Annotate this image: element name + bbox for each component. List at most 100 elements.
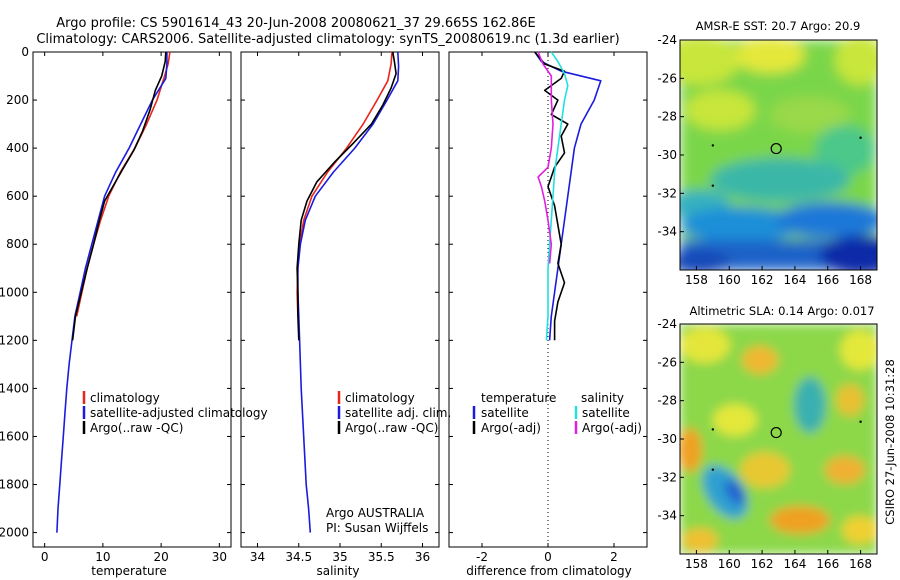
figure-title-line1: Argo profile: CS 5901614_43 20-Jun-2008 … [56,16,536,31]
x-tick-label: 34.5 [285,550,312,564]
argo-position-marker [770,142,782,155]
series-line-salinity-satellite [545,51,569,341]
map-y-tick-label: -26 [657,355,677,369]
map-x-tick-label: 162 [751,557,774,571]
sla-map-title: Altimetric SLA: 0.14 Argo: 0.017 [689,304,874,318]
map-x-tick-label: 166 [816,557,839,571]
salinity-chart: 34 34.5 35 35.5 36 [241,51,439,564]
map-y-tick-label: -32 [657,186,677,200]
y-tick-label: 1800 [0,478,29,492]
pi-label: PI: Susan Wijffels [326,521,428,535]
map-x-tick-label: 160 [718,273,741,287]
figure-title-line2: Climatology: CARS2006. Satellite-adjuste… [36,32,619,47]
salinity-xlabel: salinity [316,564,359,578]
argo-position-marker [770,426,782,439]
sla-map-axes: 158 160 162 164 166 168 -24 -26 -28 -30 -32 -34 [657,317,872,571]
map-x-tick-label: 162 [751,273,774,287]
sla-heatmap [680,324,877,554]
map-y-tick-label: -30 [657,148,677,162]
salinity-legend: climatology satellite adj. clim. Argo(..… [337,391,451,435]
map-y-tick-label: -26 [657,71,677,85]
legend-label-sal-satellite: satellite [582,406,630,420]
float-dot [711,428,715,431]
x-tick-label: 36 [415,550,430,564]
x-tick-label: 35 [332,550,347,564]
x-tick-label: 34 [250,550,265,564]
map-y-tick-label: -28 [657,394,677,408]
sst-heatmap [680,40,877,270]
legend-header-salinity: salinity [581,391,624,405]
series-line-climatology [75,51,171,317]
x-tick-label: 0 [41,550,49,564]
y-tick-label: 600 [6,189,29,203]
map-y-tick-label: -30 [657,432,677,446]
y-tick-label: 1400 [0,381,29,395]
credit-label: CSIRO 27-Jun-2008 10:31:28 [883,359,897,525]
map-y-tick-label: -32 [657,470,677,484]
difference-xlabel: difference from climatology [466,564,632,578]
float-dot [711,468,715,471]
legend-label-argo: Argo(..raw -QC) [345,421,438,435]
temperature-xlabel: temperature [91,564,166,578]
y-tick-label: 200 [6,93,29,107]
x-tick-label: 2 [610,550,618,564]
map-x-tick-label: 166 [816,273,839,287]
float-dot [859,136,862,139]
legend-label-satellite-adj: satellite adj. clim. [345,406,451,420]
legend-label-climatology: climatology [90,391,160,405]
y-tick-label: 800 [6,237,29,251]
y-tick-label: 1200 [0,333,29,347]
y-tick-label: 2000 [0,526,29,540]
legend-header-temperature: temperature [481,391,556,405]
map-y-tick-label: -24 [657,317,677,331]
salinity-plot-frame [240,51,440,548]
series-line-salinity-argo-adj- [537,51,554,264]
map-x-tick-label: 158 [685,273,708,287]
x-tick-label: 10 [95,550,110,564]
series-line-satellite-adjusted-climatology [56,52,168,533]
y-tick-label: 0 [21,45,29,59]
legend-label-satellite-adjusted: satellite-adjusted climatology [90,406,268,420]
map-x-tick-label: 164 [783,557,806,571]
map-y-tick-label: -24 [657,33,677,47]
x-tick-label: -2 [476,550,488,564]
x-tick-label: 20 [153,550,168,564]
legend-label-argo: Argo(..raw -QC) [90,421,183,435]
temperature-chart: 0 10 20 30 0 200 400 600 800 1000 1200 1400 1600 1800… [0,45,231,564]
difference-chart: -2 0 2 [449,51,647,564]
series-line-argo-raw-qc- [296,51,397,341]
sst-map-axes: 158 160 162 164 166 168 -24 -26 -28 -30 -32 -34 [657,33,872,287]
map-x-tick-label: 158 [685,557,708,571]
map-y-tick-label: -28 [657,110,677,124]
x-tick-label: 0 [544,550,552,564]
y-tick-label: 1000 [0,285,29,299]
legend-label-sal-argo: Argo(-adj) [582,421,642,435]
difference-legend: temperature satellite Argo(-adj) salinit… [472,391,642,435]
map-y-tick-label: -34 [657,225,677,239]
legend-label-climatology: climatology [345,391,415,405]
x-tick-label: 35.5 [368,550,395,564]
float-dot [711,144,715,147]
y-tick-label: 1600 [0,429,29,443]
legend-label-temp-argo: Argo(-adj) [481,421,541,435]
series-line-temperature-argo-adj- [534,51,569,341]
map-x-tick-label: 168 [849,273,872,287]
map-x-tick-label: 160 [718,557,741,571]
legend-label-temp-satellite: satellite [481,406,529,420]
argo-agency-label: Argo AUSTRALIA [326,506,425,520]
series-line-climatology [296,51,393,317]
series-line-temperature-satellite [534,51,602,341]
series-line-satellite-adj-clim- [297,51,400,533]
map-x-tick-label: 168 [849,557,872,571]
temperature-legend: climatology satellite-adjusted climatolo… [82,391,268,435]
float-dot [711,184,715,187]
series-line-argo-raw-qc- [71,51,167,341]
map-x-tick-label: 164 [783,273,806,287]
temperature-plot-frame [32,51,232,548]
float-dot [859,420,862,423]
sst-map-title: AMSR-E SST: 20.7 Argo: 20.9 [696,19,861,33]
map-y-tick-label: -34 [657,509,677,523]
y-tick-label: 400 [6,141,29,155]
x-tick-label: 30 [212,550,227,564]
